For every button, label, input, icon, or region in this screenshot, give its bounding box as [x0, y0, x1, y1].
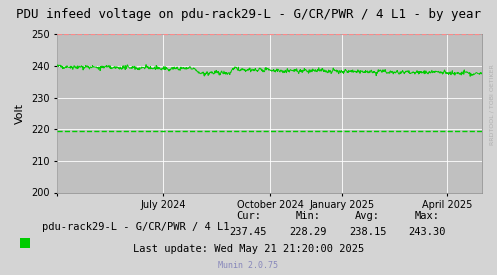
- Y-axis label: Volt: Volt: [15, 103, 25, 124]
- Text: Avg:: Avg:: [355, 211, 380, 221]
- Text: Min:: Min:: [296, 211, 321, 221]
- Text: Max:: Max:: [415, 211, 440, 221]
- Text: 238.15: 238.15: [349, 227, 387, 237]
- Text: Munin 2.0.75: Munin 2.0.75: [219, 261, 278, 270]
- Text: 243.30: 243.30: [409, 227, 446, 237]
- Text: PDU infeed voltage on pdu-rack29-L - G/CR/PWR / 4 L1 - by year: PDU infeed voltage on pdu-rack29-L - G/C…: [16, 8, 481, 21]
- Text: 228.29: 228.29: [289, 227, 327, 237]
- Text: Last update: Wed May 21 21:20:00 2025: Last update: Wed May 21 21:20:00 2025: [133, 244, 364, 254]
- Text: 237.45: 237.45: [230, 227, 267, 237]
- Text: RRDTOOL / TOBI OETIKER: RRDTOOL / TOBI OETIKER: [490, 64, 495, 145]
- Text: pdu-rack29-L - G/CR/PWR / 4 L1: pdu-rack29-L - G/CR/PWR / 4 L1: [42, 222, 230, 232]
- Text: Cur:: Cur:: [236, 211, 261, 221]
